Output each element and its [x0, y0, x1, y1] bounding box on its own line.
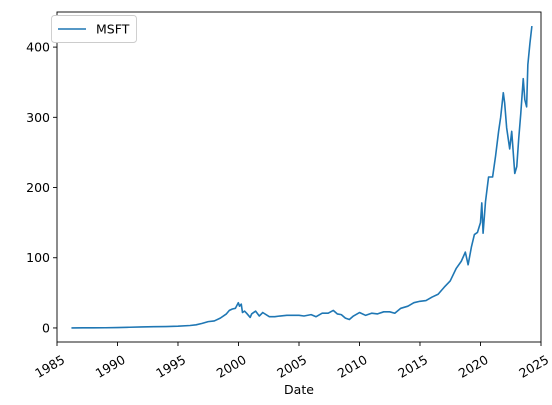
y-axis: 0 100 200 300 400	[26, 40, 57, 335]
legend-label-msft: MSFT	[96, 22, 130, 37]
plot-background	[57, 12, 541, 342]
x-tick-label-1995: 1995	[153, 352, 188, 381]
x-tick-label-2025: 2025	[516, 352, 551, 381]
x-tick-label-2020: 2020	[456, 352, 491, 381]
y-tick-label-400: 400	[26, 40, 50, 55]
x-tick-label-2010: 2010	[335, 352, 370, 381]
y-tick-label-200: 200	[26, 180, 50, 195]
x-tick-label-1990: 1990	[93, 352, 128, 381]
x-axis-label: Date	[284, 382, 314, 397]
legend-box	[51, 15, 137, 43]
x-axis: 1985 1990 1995 2000 2005 2010 2015 2020 2025	[32, 342, 551, 381]
y-tick-label-100: 100	[26, 250, 50, 265]
legend: MSFT	[51, 15, 137, 43]
y-tick-label-0: 0	[42, 320, 50, 335]
x-tick-label-2005: 2005	[274, 352, 309, 381]
y-tick-label-300: 300	[26, 110, 50, 125]
series-layer	[71, 25, 533, 329]
x-tick-label-2000: 2000	[214, 352, 249, 381]
x-tick-label-2015: 2015	[395, 352, 430, 381]
series-line-msft	[71, 25, 533, 329]
x-tick-label-1985: 1985	[32, 352, 67, 381]
